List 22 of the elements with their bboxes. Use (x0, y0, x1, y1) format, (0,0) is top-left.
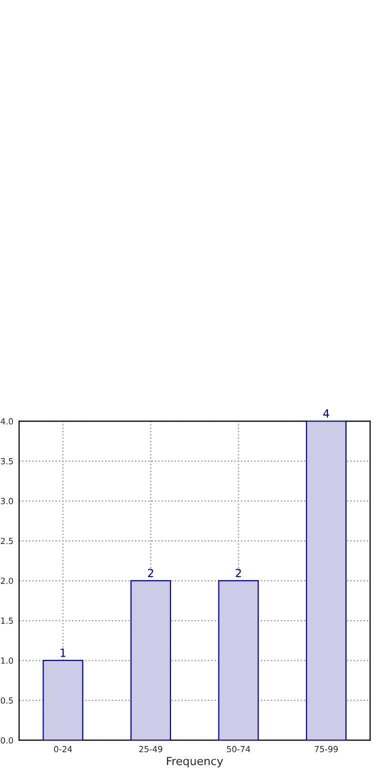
y-tick-label: 0.0 (0, 737, 13, 744)
x-tick-label: 50-74 (227, 746, 250, 752)
x-tick-label: 0-24 (54, 746, 72, 752)
data-label: 2 (236, 568, 241, 578)
y-tick-label: 2.0 (0, 578, 13, 584)
y-tick-label: 2.5 (0, 538, 13, 544)
bar (42, 660, 84, 740)
x-tick-label: 75-99 (314, 746, 338, 752)
bar (218, 580, 259, 740)
data-label: 4 (323, 409, 330, 418)
data-label: 2 (148, 568, 154, 578)
x-tick-label: 25-49 (139, 746, 162, 752)
bar (130, 580, 172, 740)
y-tick-label: 4.0 (0, 418, 13, 424)
y-tick-label: 0.5 (0, 697, 13, 704)
y-tick-label: 3.5 (0, 458, 13, 464)
data-label: 1 (60, 648, 66, 657)
y-tick-label: 1.0 (1, 657, 13, 664)
y-tick-label: 1.5 (1, 618, 13, 624)
y-tick-label: 3.0 (0, 498, 13, 504)
bar (306, 421, 347, 740)
x-axis-title: Frequency (167, 756, 223, 768)
